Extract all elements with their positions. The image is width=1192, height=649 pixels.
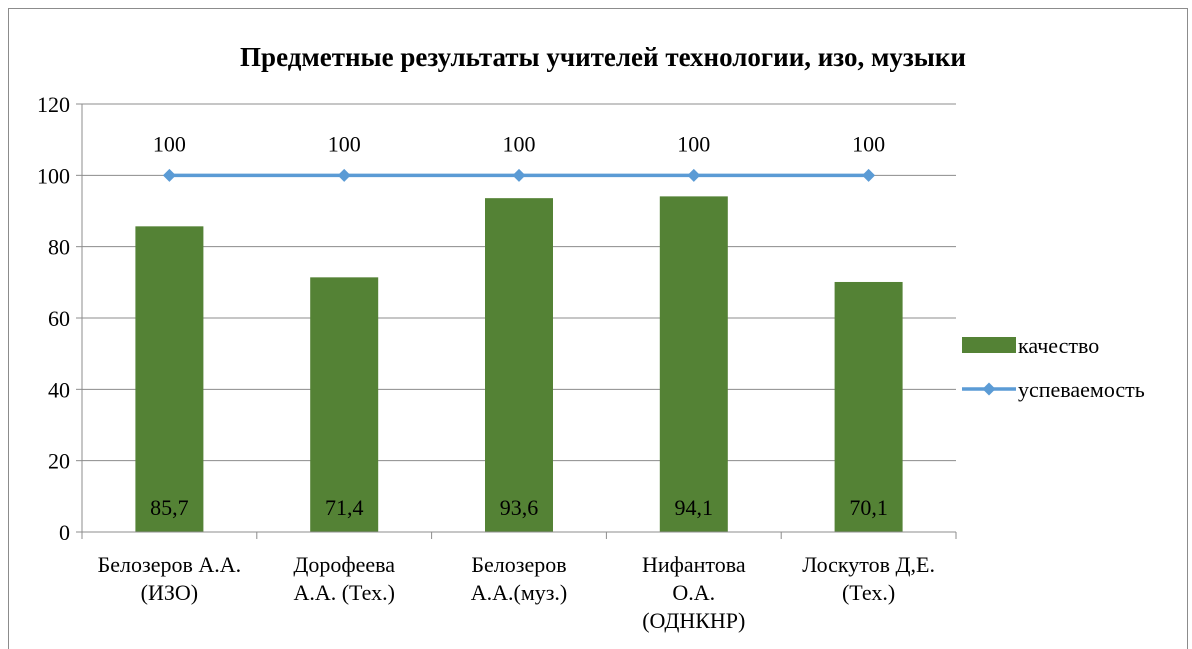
x-category-line: (ОДНКНР) xyxy=(642,608,745,633)
x-axis: Белозеров А.А. (ИЗО) Дорофеева А.А. (Тех.) Б… xyxy=(81,531,957,633)
x-category-line: Лоскутов Д,Е. xyxy=(802,552,935,577)
bar-series xyxy=(135,196,903,533)
y-axis: 0 20 40 60 80 100 120 xyxy=(37,92,83,545)
line-marker-2 xyxy=(337,168,351,182)
x-category-label-4: Нифантова О.А. (ОДНКНР) xyxy=(642,552,746,633)
data-labels: 85,7 71,4 93,6 94,1 70,1 100 100 100 100 100 xyxy=(150,131,888,520)
bar-3 xyxy=(485,198,553,532)
bar-data-label-4: 94,1 xyxy=(675,495,714,520)
line-series xyxy=(162,168,876,182)
y-tick-label-120: 120 xyxy=(37,92,70,117)
bar-4 xyxy=(659,196,728,533)
x-category-line: (ИЗО) xyxy=(141,580,198,605)
bar-5 xyxy=(834,281,903,532)
bar-1 xyxy=(135,226,204,532)
legend-label-line: успеваемость xyxy=(1018,377,1145,402)
x-category-line: Нифантова xyxy=(642,552,746,577)
legend-label-bar: качество xyxy=(1018,333,1099,358)
line-data-label-3: 100 xyxy=(503,131,536,156)
x-category-line: А.А. (Тех.) xyxy=(293,580,395,605)
line-marker-4 xyxy=(687,168,701,182)
y-tick-label-80: 80 xyxy=(48,235,70,260)
line-marker-5 xyxy=(862,168,876,182)
y-tick-label-40: 40 xyxy=(48,377,70,402)
x-category-line: Белозеров А.А. xyxy=(98,552,242,577)
x-category-label-1: Белозеров А.А. (ИЗО) xyxy=(98,552,242,605)
line-marker-1 xyxy=(162,168,176,182)
bar-data-label-1: 85,7 xyxy=(150,495,189,520)
legend-swatch-bar xyxy=(962,337,1016,353)
y-tick-label-20: 20 xyxy=(48,449,70,474)
bar-data-label-5: 70,1 xyxy=(849,495,888,520)
x-category-label-2: Дорофеева А.А. (Тех.) xyxy=(293,552,395,605)
line-data-label-1: 100 xyxy=(153,131,186,156)
line-marker-3 xyxy=(512,168,526,182)
chart-title: Предметные результаты учителей технологи… xyxy=(240,42,966,72)
x-category-line: (Тех.) xyxy=(842,580,895,605)
y-tick-label-100: 100 xyxy=(37,163,70,188)
x-category-line: Белозеров xyxy=(471,552,566,577)
bar-2 xyxy=(310,277,379,532)
x-category-label-3: Белозеров А.А.(муз.) xyxy=(471,552,568,605)
legend-swatch-marker xyxy=(982,382,996,396)
x-category-label-5: Лоскутов Д,Е. (Тех.) xyxy=(802,552,935,605)
y-tick-label-0: 0 xyxy=(59,520,70,545)
y-tick-label-60: 60 xyxy=(48,306,70,331)
line-data-label-4: 100 xyxy=(677,131,710,156)
chart-frame xyxy=(8,8,1188,649)
legend: качество успеваемость xyxy=(962,333,1145,402)
x-category-line: О.А. xyxy=(672,580,715,605)
x-category-line: Дорофеева xyxy=(293,552,395,577)
x-category-line: А.А.(муз.) xyxy=(471,580,568,605)
bar-data-label-3: 93,6 xyxy=(500,495,539,520)
line-data-label-2: 100 xyxy=(328,131,361,156)
line-data-label-5: 100 xyxy=(852,131,885,156)
bar-data-label-2: 71,4 xyxy=(325,495,364,520)
